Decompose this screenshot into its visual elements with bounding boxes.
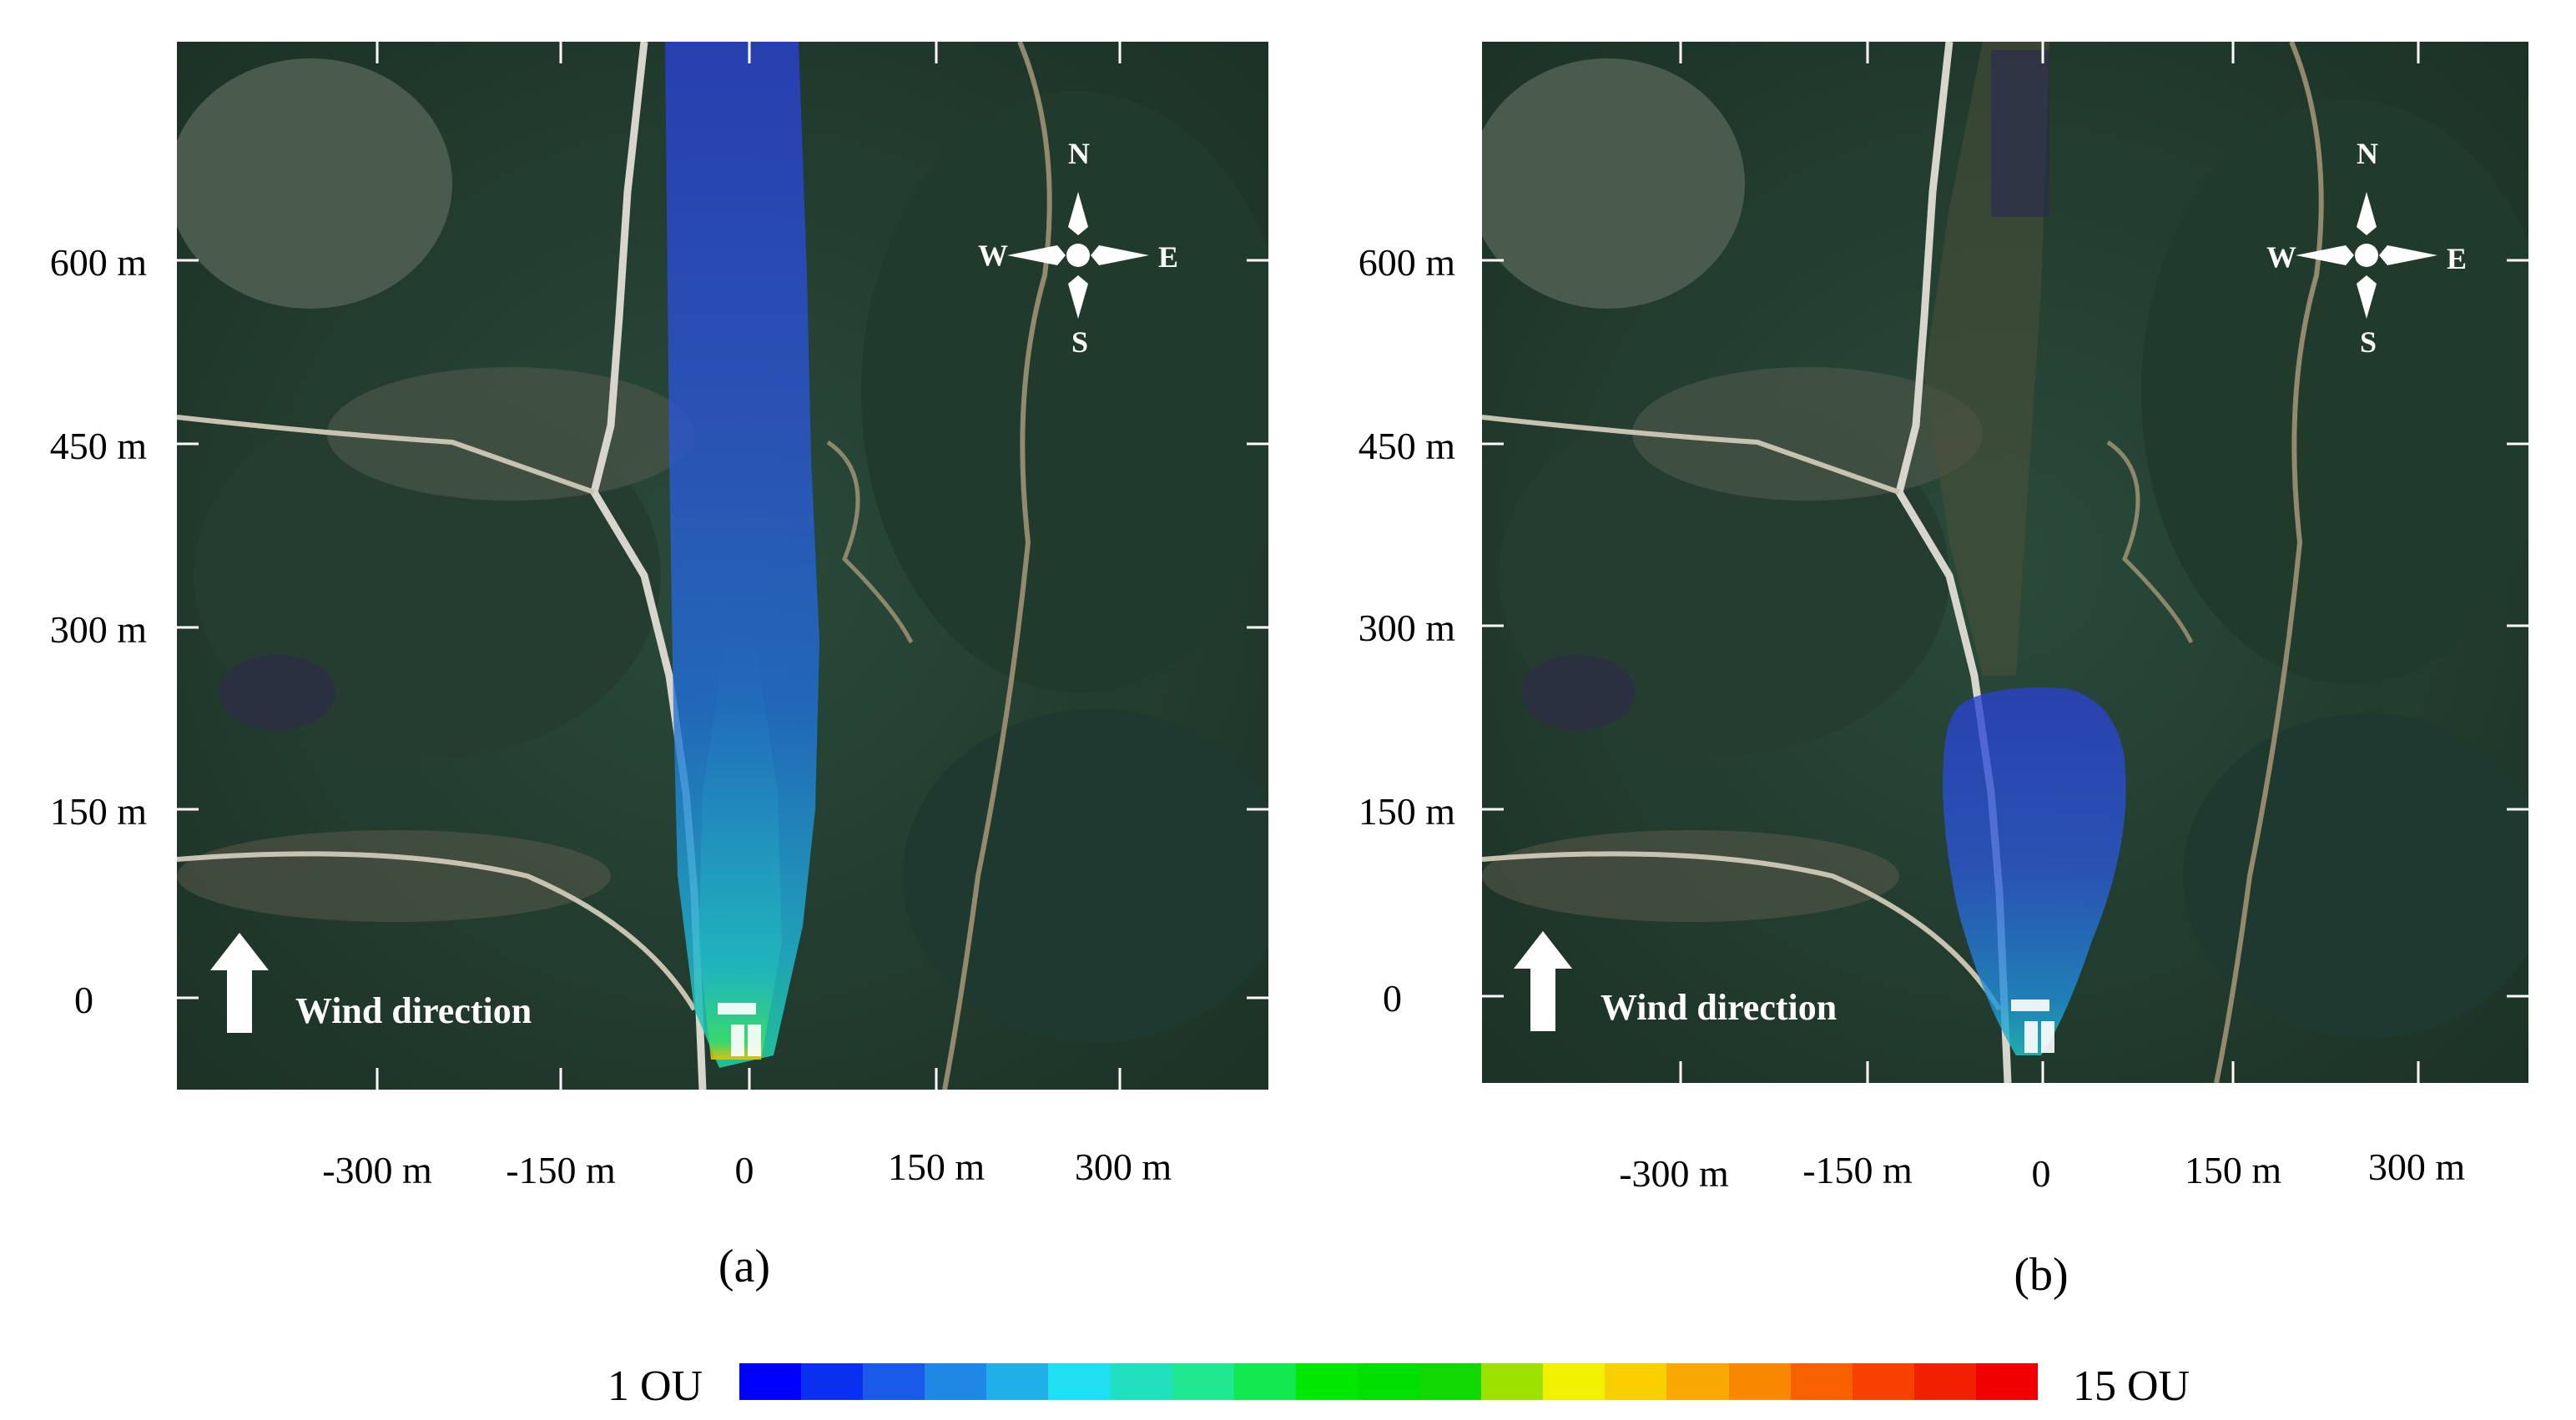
compass-s: S [1071,325,1089,359]
compass-e: E [2447,242,2468,275]
x-tick-150-a: 150 m [887,1146,986,1188]
colorbar-segment [1790,1363,1853,1400]
x-tick-neg150-b: -150 m [1802,1149,1913,1191]
colorbar-segment [739,1363,802,1400]
axis-ticks-a [177,42,1268,1090]
colorbar-segment [1419,1363,1482,1400]
colorbar-segment [1975,1363,2038,1400]
x-tick-neg300-b: -300 m [1619,1152,1729,1195]
colorbar-min-label: 1 OU [607,1362,703,1410]
wind-direction-label-b: Wind direction [1601,987,1837,1028]
colorbar-segment [925,1363,987,1400]
compass-n: N [2357,137,2378,170]
compass-w: W [2266,240,2296,274]
colorbar-segment [863,1363,925,1400]
compass-rose-a: N S W E [978,100,1178,375]
colorbar-segment [1913,1363,1976,1400]
colorbar-segment [1110,1363,1172,1400]
y-tick-0-a: 0 [74,979,93,1021]
compass-icon [1007,192,1149,319]
y-tick-300-a: 300 m [49,608,147,651]
axis-ticks-b [1482,42,2528,1083]
compass-icon [2296,192,2437,319]
y-tick-0-b: 0 [1383,977,1402,1020]
caption-b: (b) [2014,1249,2069,1301]
y-tick-600-b: 600 m [1358,241,1455,284]
y-tick-600-a: 600 m [49,241,147,284]
compass-e: E [1158,240,1179,274]
wind-arrow-icon [1514,931,1572,1031]
compass-s: S [2360,325,2377,359]
colorbar-segment [1172,1363,1234,1400]
x-tick-neg300-a: -300 m [322,1149,432,1191]
wind-arrow-icon [210,933,269,1033]
colorbar-segment [1728,1363,1791,1400]
satellite-map-b: Wind direction N S W E [1482,42,2528,1083]
x-tick-0-a: 0 [734,1149,754,1191]
colorbar-segment [986,1363,1049,1400]
compass-w: W [978,239,1008,272]
colorbar-max-label: 15 OU [2073,1362,2190,1410]
colorbar-segment [1048,1363,1111,1400]
y-tick-150-b: 150 m [1358,790,1455,833]
colorbar-segment [1295,1363,1358,1400]
map-graphic-a [177,42,1268,1090]
colorbar-segment [1666,1363,1729,1400]
map-graphic-b [1482,42,2528,1083]
x-tick-300-a: 300 m [1074,1146,1172,1188]
colorbar-segment [1481,1363,1544,1400]
compass-rose-b: N S W E [2266,100,2467,375]
compass-n: N [1068,137,1090,170]
x-tick-0-b: 0 [2031,1152,2051,1195]
y-tick-150-a: 150 m [49,790,147,833]
colorbar-segment [1852,1363,1914,1400]
colorbar [739,1363,2038,1400]
x-tick-300-b: 300 m [2367,1146,2466,1188]
colorbar-segment [1233,1363,1296,1400]
colorbar-segment [1605,1363,1667,1400]
y-tick-450-a: 450 m [49,425,147,467]
x-tick-150-b: 150 m [2184,1149,2282,1191]
colorbar-segment [801,1363,864,1400]
wind-direction-label-a: Wind direction [295,990,532,1031]
x-tick-neg150-a: -150 m [506,1149,616,1191]
satellite-map-a: Wind direction N S W E [177,42,1268,1090]
colorbar-segment [1357,1363,1420,1400]
caption-a: (a) [718,1241,771,1292]
y-tick-300-b: 300 m [1358,607,1455,649]
colorbar-segment [1543,1363,1606,1400]
y-tick-450-b: 450 m [1358,425,1455,467]
